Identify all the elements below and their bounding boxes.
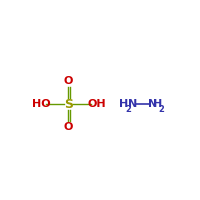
Text: 2: 2 (158, 105, 164, 114)
Text: N: N (148, 99, 157, 109)
Text: O: O (64, 122, 73, 132)
Text: N: N (128, 99, 137, 109)
Text: 2: 2 (126, 105, 132, 114)
Text: S: S (64, 98, 73, 111)
Text: OH: OH (87, 99, 106, 109)
Text: HO: HO (32, 99, 50, 109)
Text: H: H (119, 99, 129, 109)
Text: O: O (64, 76, 73, 86)
Text: H: H (153, 99, 162, 109)
